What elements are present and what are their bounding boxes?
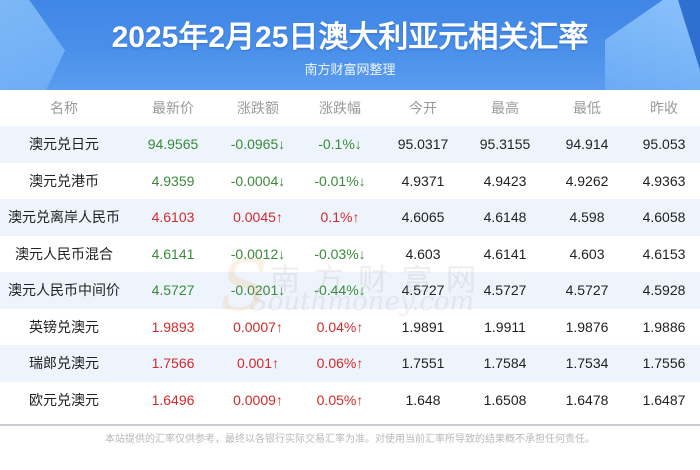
cell-name: 欧元兑澳元: [29, 391, 99, 408]
cell-prev-close: 95.053: [642, 136, 686, 153]
cell-high: 1.7584: [483, 355, 527, 372]
cell-change: 0.0007↑: [233, 318, 283, 335]
cell-latest: 4.6103: [151, 209, 195, 226]
table-row: 澳元人民币中间价 4.5727 -0.0201↓ -0.44%↓ 4.5727 4.572…: [0, 272, 700, 309]
cell-low: 94.914: [565, 136, 609, 153]
cell-prev-close: 1.9886: [642, 318, 686, 335]
column-header-change-pct: 涨跌幅: [319, 100, 361, 116]
table-row: 英镑兑澳元 1.9893 0.0007↑ 0.04%↑ 1.9891 1.9911 1.98…: [0, 308, 700, 345]
cell-change-pct: -0.01%↓: [314, 172, 366, 189]
cell-change: 0.001↑: [236, 355, 280, 372]
cell-high: 4.5727: [483, 282, 527, 299]
cell-latest: 4.9359: [151, 172, 195, 189]
cell-name: 澳元兑离岸人民币: [8, 209, 120, 226]
cell-prev-close: 4.5928: [642, 282, 686, 299]
cell-change-pct: -0.03%↓: [314, 245, 366, 262]
table-row: 澳元兑日元 94.9565 -0.0965↓ -0.1%↓ 95.0317 95.3155…: [0, 126, 700, 163]
cell-high: 4.6141: [483, 245, 527, 262]
cell-open: 1.7551: [401, 355, 445, 372]
table-row: 瑞郎兑澳元 1.7566 0.001↑ 0.06%↑ 1.7551 1.7584 1.753…: [0, 345, 700, 382]
column-header-name: 名称: [50, 100, 78, 116]
cell-change: -0.0201↓: [230, 282, 286, 299]
cell-high: 95.3155: [479, 136, 531, 153]
cell-latest: 1.6496: [151, 391, 195, 408]
cell-name: 澳元兑日元: [29, 136, 99, 153]
cell-change: -0.0004↓: [230, 172, 286, 189]
cell-low: 4.9262: [565, 172, 609, 189]
cell-prev-close: 4.6153: [642, 245, 686, 262]
cell-low: 4.5727: [565, 282, 609, 299]
cell-low: 1.6478: [565, 391, 609, 408]
cell-change-pct: 0.1%↑: [320, 209, 360, 226]
cell-high: 1.9911: [484, 318, 526, 335]
cell-open: 95.0317: [397, 136, 449, 153]
column-header-latest: 最新价: [152, 100, 194, 116]
cell-change-pct: -0.44%↓: [314, 282, 366, 299]
cell-high: 4.9423: [483, 172, 527, 189]
cell-name: 澳元人民币混合: [15, 245, 113, 262]
cell-open: 4.6065: [401, 209, 445, 226]
disclaimer-text: 本站提供的汇率仅供参考，最终以各银行实际交易汇率为准。对使用当前汇率所导致的结果…: [105, 434, 595, 445]
cell-latest: 4.5727: [151, 282, 195, 299]
cell-open: 4.5727: [401, 282, 445, 299]
cell-prev-close: 1.6487: [642, 391, 686, 408]
cell-low: 1.9876: [565, 318, 609, 335]
cell-latest: 4.6141: [151, 245, 195, 262]
cell-high: 4.6148: [483, 209, 527, 226]
cell-change-pct: 0.04%↑: [316, 318, 364, 335]
cell-prev-close: 1.7556: [642, 355, 686, 372]
column-header-prev-close: 昨收: [650, 100, 678, 116]
column-header-open: 今开: [409, 100, 437, 116]
page-subtitle: 南方财富网整理: [304, 62, 396, 77]
table-body: 澳元兑日元 94.9565 -0.0965↓ -0.1%↓ 95.0317 95.3155…: [0, 126, 700, 418]
exchange-rate-table: 名称 最新价 涨跌额 涨跌幅 今开 最高 最低 昨收 澳元兑日元 94.9565 -…: [0, 90, 700, 418]
cell-high: 1.6508: [483, 391, 527, 408]
table-row: 澳元人民币混合 4.6141 -0.0012↓ -0.03%↓ 4.603 4.6141 4…: [0, 235, 700, 272]
table-row: 澳元兑港币 4.9359 -0.0004↓ -0.01%↓ 4.9371 4.9423 4.…: [0, 162, 700, 199]
cell-latest: 1.7566: [151, 355, 195, 372]
cell-latest: 1.9893: [151, 318, 195, 335]
cell-low: 1.7534: [565, 355, 609, 372]
table-row: 澳元兑离岸人民币 4.6103 0.0045↑ 0.1%↑ 4.6065 4.6148 4.…: [0, 199, 700, 236]
cell-prev-close: 4.6058: [642, 209, 686, 226]
cell-name: 澳元兑港币: [29, 172, 99, 189]
cell-name: 英镑兑澳元: [29, 318, 99, 335]
cell-change: 0.0009↑: [233, 391, 283, 408]
column-header-low: 最低: [573, 100, 601, 116]
cell-low: 4.598: [569, 209, 605, 226]
table-bottom-divider: [0, 424, 700, 426]
cell-name: 瑞郎兑澳元: [29, 355, 99, 372]
page-title: 2025年2月25日澳大利亚元相关汇率: [111, 21, 589, 54]
cell-prev-close: 4.9363: [642, 172, 686, 189]
cell-change-pct: 0.06%↑: [316, 355, 364, 372]
table-row: 欧元兑澳元 1.6496 0.0009↑ 0.05%↑ 1.648 1.6508 1.647…: [0, 381, 700, 418]
cell-change: -0.0012↓: [230, 245, 286, 262]
table-header-row: 名称 最新价 涨跌额 涨跌幅 今开 最高 最低 昨收: [0, 90, 700, 126]
title-banner: 2025年2月25日澳大利亚元相关汇率 南方财富网整理: [0, 0, 700, 90]
column-header-high: 最高: [491, 100, 519, 116]
cell-open: 1.9891: [401, 318, 445, 335]
cell-low: 4.603: [569, 245, 605, 262]
column-header-change: 涨跌额: [237, 100, 279, 116]
cell-change-pct: -0.1%↓: [318, 136, 362, 153]
cell-open: 4.9371: [401, 172, 445, 189]
cell-open: 1.648: [405, 391, 441, 408]
cell-change: -0.0965↓: [230, 136, 286, 153]
cell-change: 0.0045↑: [233, 209, 283, 226]
cell-latest: 94.9565: [147, 136, 199, 153]
cell-name: 澳元人民币中间价: [8, 282, 120, 299]
cell-open: 4.603: [405, 245, 441, 262]
cell-change-pct: 0.05%↑: [316, 391, 364, 408]
